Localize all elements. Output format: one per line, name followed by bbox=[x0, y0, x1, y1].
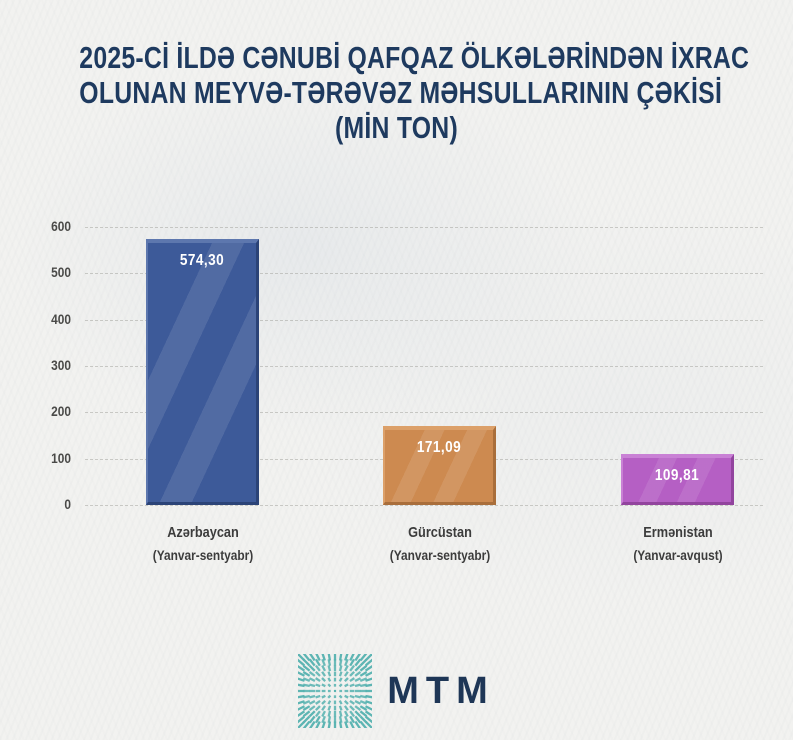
y-tick-label-400: 400 bbox=[51, 310, 71, 327]
chart-title-line-1: 2025-Cİ İLDƏ CƏNUBİ QAFQAZ ÖLKƏLƏRİNDƏN … bbox=[79, 40, 750, 75]
y-tick-label-200: 200 bbox=[51, 403, 71, 420]
gridline-400 bbox=[85, 319, 763, 321]
bar-az-rbaycan: 574,30 bbox=[146, 238, 259, 505]
bar-g-rc-stan: 171,09 bbox=[383, 425, 496, 505]
y-tick-label-600: 600 bbox=[51, 218, 71, 234]
bar-erm-nistan: 109,81 bbox=[621, 454, 734, 505]
y-tick-label-500: 500 bbox=[51, 264, 71, 281]
category-period-label-erm-nistan: (Yanvar-avqust) bbox=[632, 547, 723, 563]
bar-value-label-az-rbaycan: 574,30 bbox=[179, 251, 225, 269]
mtm-logo-text: MTM bbox=[387, 670, 495, 712]
chart-title: 2025-Cİ İLDƏ CƏNUBİ QAFQAZ ÖLKƏLƏRİNDƏN … bbox=[0, 40, 793, 145]
category-period-label-az-rbaycan: (Yanvar-sentyabr) bbox=[152, 547, 253, 563]
category-label-az-rbaycan: Azərbaycan bbox=[166, 524, 239, 541]
bar-value-label-erm-nistan: 109,81 bbox=[654, 467, 700, 485]
chart-title-line-2: OLUNAN MEYVƏ-TƏRƏVƏZ MƏHSULLARININ ÇƏKİS… bbox=[79, 75, 723, 110]
gridline-600 bbox=[85, 227, 763, 228]
gridline-300 bbox=[85, 366, 763, 367]
bar-chart-plot-area: 574,30 Azərbaycan (Yanvar-sentyabr) 171,09 G… bbox=[85, 227, 763, 563]
gridline-500 bbox=[85, 273, 763, 275]
y-tick-label-100: 100 bbox=[51, 449, 71, 466]
category-label-g-rc-stan: Gürcüstan bbox=[407, 524, 472, 541]
y-tick-label-0: 0 bbox=[64, 496, 71, 512]
bar-value-label-g-rc-stan: 171,09 bbox=[416, 438, 462, 456]
sunburst-dash-grid-icon bbox=[298, 654, 373, 728]
y-tick-label-300: 300 bbox=[51, 357, 71, 373]
chart-title-line-3: (MİN TON) bbox=[335, 110, 458, 145]
category-label-erm-nistan: Ermənistan bbox=[642, 524, 713, 541]
y-axis: 0 100 200 300 400 500 600 bbox=[20, 218, 71, 512]
category-period-label-g-rc-stan: (Yanvar-sentyabr) bbox=[389, 547, 490, 563]
gridline-200 bbox=[85, 412, 763, 414]
gridline-0 bbox=[85, 505, 763, 506]
mtm-logo: MTM bbox=[0, 654, 793, 728]
